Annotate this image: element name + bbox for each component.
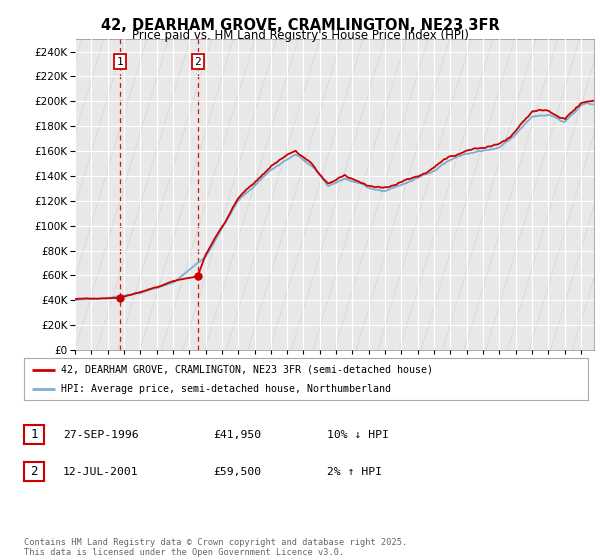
Text: 1: 1 xyxy=(30,428,38,441)
Text: 42, DEARHAM GROVE, CRAMLINGTON, NE23 3FR: 42, DEARHAM GROVE, CRAMLINGTON, NE23 3FR xyxy=(101,18,499,33)
Text: 12-JUL-2001: 12-JUL-2001 xyxy=(63,466,139,477)
Text: Price paid vs. HM Land Registry's House Price Index (HPI): Price paid vs. HM Land Registry's House … xyxy=(131,29,469,42)
Text: 27-SEP-1996: 27-SEP-1996 xyxy=(63,430,139,440)
Text: HPI: Average price, semi-detached house, Northumberland: HPI: Average price, semi-detached house,… xyxy=(61,384,391,394)
Text: Contains HM Land Registry data © Crown copyright and database right 2025.
This d: Contains HM Land Registry data © Crown c… xyxy=(24,538,407,557)
Text: 2: 2 xyxy=(30,465,38,478)
Text: 2: 2 xyxy=(194,57,201,67)
Text: £59,500: £59,500 xyxy=(213,466,261,477)
Text: 10% ↓ HPI: 10% ↓ HPI xyxy=(327,430,389,440)
Text: 2% ↑ HPI: 2% ↑ HPI xyxy=(327,466,382,477)
Text: £41,950: £41,950 xyxy=(213,430,261,440)
Text: 42, DEARHAM GROVE, CRAMLINGTON, NE23 3FR (semi-detached house): 42, DEARHAM GROVE, CRAMLINGTON, NE23 3FR… xyxy=(61,365,433,375)
Text: 1: 1 xyxy=(116,57,123,67)
